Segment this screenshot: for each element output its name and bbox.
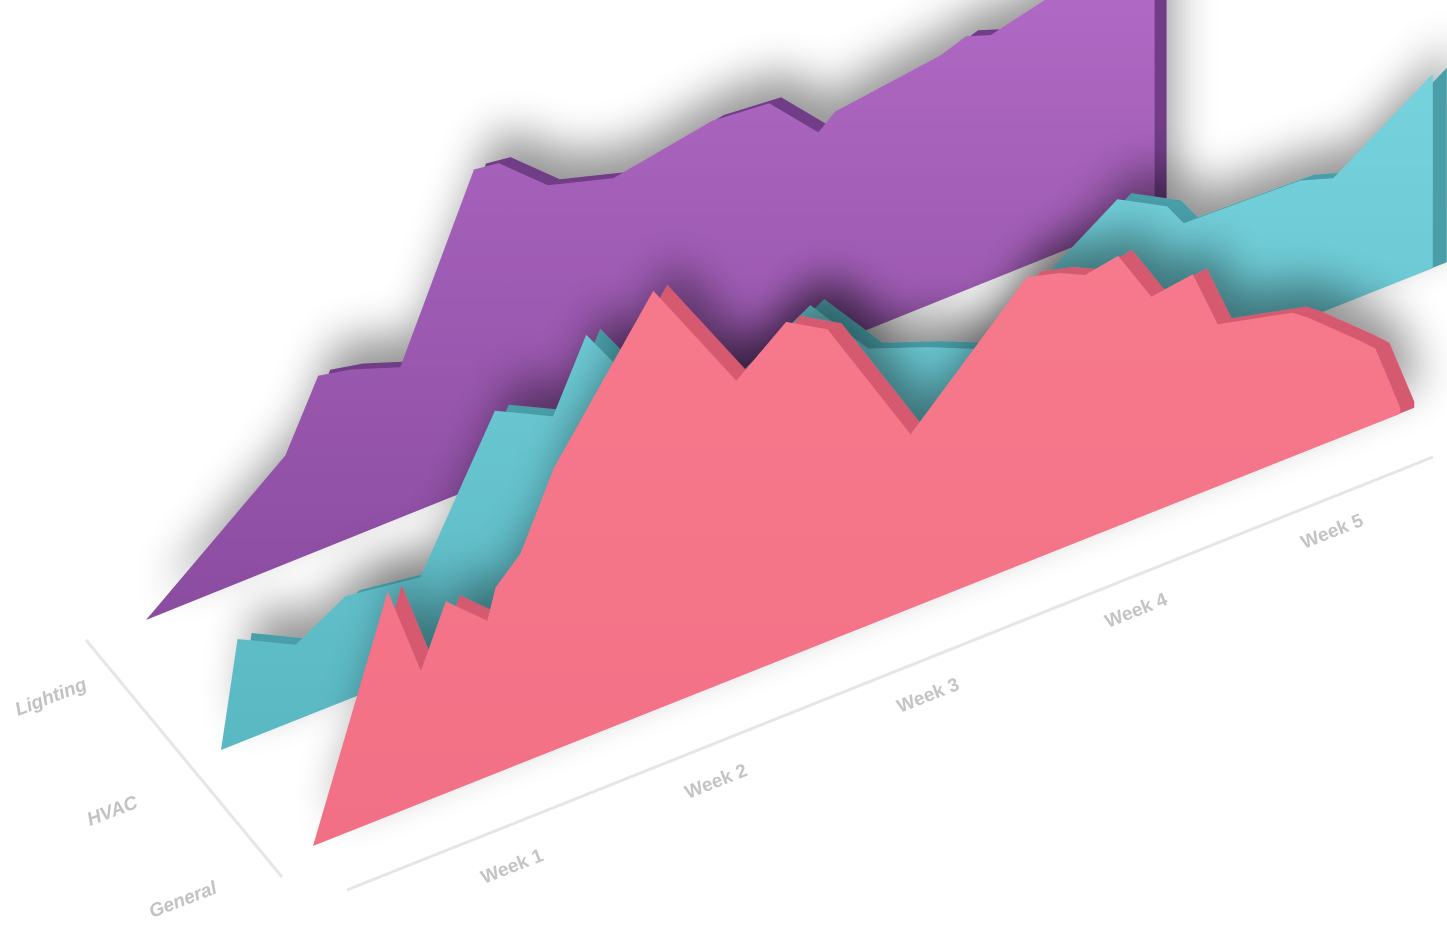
x-tick-week-3: Week 3 xyxy=(894,674,962,717)
x-tick-week-1: Week 1 xyxy=(478,845,547,889)
depth-label-lighting: Lighting xyxy=(12,674,90,721)
x-tick-week-5: Week 5 xyxy=(1298,510,1367,554)
depth-axis-line xyxy=(84,639,284,878)
x-axis-line xyxy=(346,455,1434,892)
depth-label-general: General xyxy=(146,877,220,922)
depth-axis-labels: Lighting HVAC General xyxy=(12,674,220,923)
x-tick-week-4: Week 4 xyxy=(1102,589,1171,633)
series-layer xyxy=(146,0,1447,846)
x-tick-week-2: Week 2 xyxy=(682,760,750,803)
depth-label-hvac: HVAC xyxy=(84,792,141,830)
series-area-general xyxy=(313,255,1401,846)
